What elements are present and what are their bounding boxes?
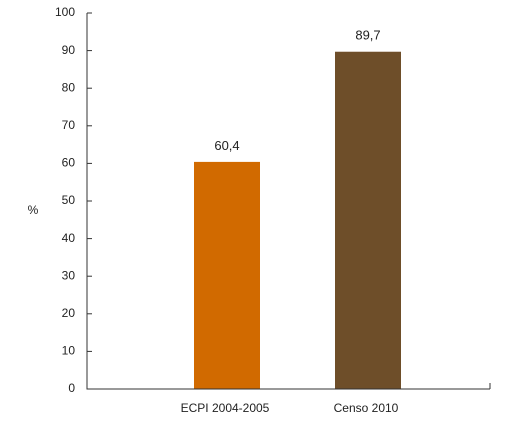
y-tick-label: 20 bbox=[62, 306, 76, 320]
data-labels: 60,4 89,7 bbox=[214, 28, 380, 153]
bar-value-label: 60,4 bbox=[214, 138, 239, 153]
axes bbox=[86, 13, 491, 390]
y-tick-label: 100 bbox=[55, 5, 75, 19]
y-tick-label: 60 bbox=[62, 156, 76, 170]
x-category-label: Censo 2010 bbox=[334, 401, 399, 415]
category-labels: ECPI 2004-2005 Censo 2010 bbox=[181, 401, 399, 415]
x-category-label: ECPI 2004-2005 bbox=[181, 401, 270, 415]
y-tick-label: 40 bbox=[62, 231, 76, 245]
y-axis-label: % bbox=[28, 203, 39, 217]
bar-value-label: 89,7 bbox=[355, 28, 380, 43]
y-axis-ticks: 0 10 20 30 40 50 60 70 80 90 100 bbox=[55, 5, 92, 395]
y-tick-label: 30 bbox=[62, 268, 76, 282]
y-tick-label: 90 bbox=[62, 43, 76, 57]
y-tick-label: 50 bbox=[62, 193, 76, 207]
bar bbox=[194, 161, 260, 389]
y-tick-label: 0 bbox=[68, 381, 75, 395]
bars bbox=[194, 51, 401, 390]
y-tick-label: 80 bbox=[62, 80, 76, 94]
y-tick-label: 70 bbox=[62, 118, 76, 132]
bar bbox=[335, 51, 401, 390]
y-tick-label: 10 bbox=[62, 344, 76, 358]
